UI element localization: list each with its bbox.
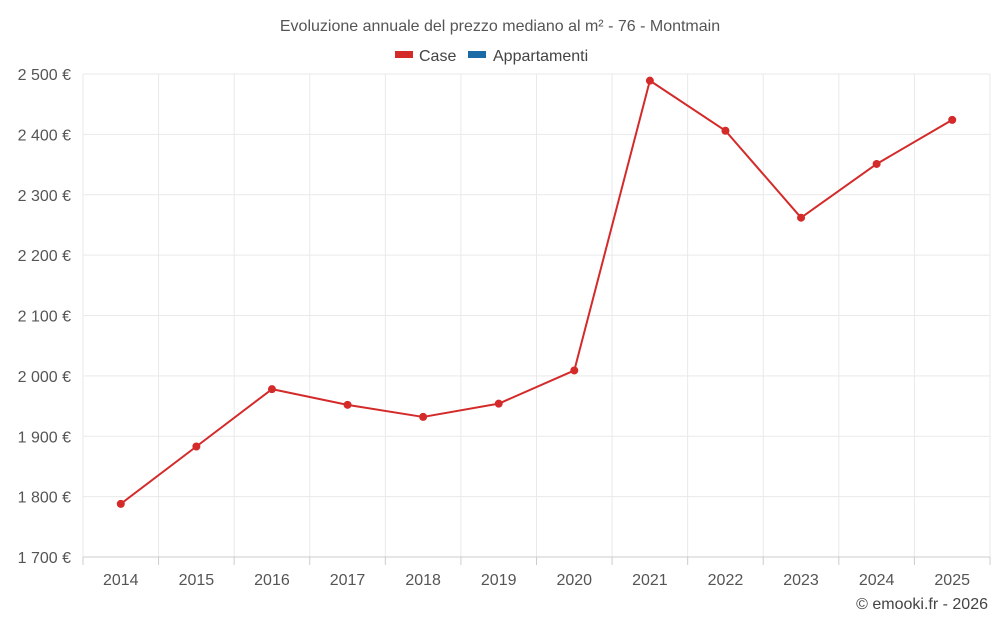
data-point[interactable]	[570, 366, 579, 375]
x-tick-label: 2023	[783, 572, 819, 589]
legend-label-case[interactable]: Case	[419, 48, 456, 65]
x-tick-label: 2018	[405, 572, 441, 589]
y-tick-label: 2 100 €	[18, 309, 71, 326]
data-point[interactable]	[797, 213, 806, 222]
x-tick-label: 2017	[330, 572, 366, 589]
chart-title: Evoluzione annuale del prezzo mediano al…	[280, 18, 720, 35]
data-point[interactable]	[343, 400, 352, 409]
legend-swatch-case	[395, 51, 413, 58]
series-line	[120, 79, 953, 505]
data-point[interactable]	[192, 442, 201, 451]
y-tick-label: 2 500 €	[18, 67, 71, 84]
legend-label-appartamenti[interactable]: Appartamenti	[493, 48, 588, 65]
x-tick-label: 2024	[859, 572, 895, 589]
series-case	[116, 76, 957, 508]
y-axis-ticks: 1 700 € 1 800 € 1 900 € 2 000 € 2 100 € 2 200…	[18, 67, 71, 567]
data-point[interactable]	[419, 412, 428, 421]
y-tick-label: 2 000 €	[18, 369, 71, 386]
x-tick-label: 2022	[708, 572, 744, 589]
y-tick-label: 1 700 €	[18, 550, 71, 567]
data-point[interactable]	[645, 76, 654, 85]
data-point[interactable]	[494, 399, 503, 408]
x-tick-label: 2016	[254, 572, 290, 589]
data-point[interactable]	[948, 115, 957, 124]
x-tick-label: 2019	[481, 572, 517, 589]
x-tick-label: 2015	[179, 572, 215, 589]
grid	[82, 73, 991, 565]
x-tick-label: 2020	[556, 572, 592, 589]
legend: Case Appartamenti	[395, 48, 588, 65]
y-tick-label: 2 300 €	[18, 188, 71, 205]
legend-swatch-appartamenti	[468, 51, 486, 58]
x-axis-ticks: 2014 2015 2016 2017 2018 2019 2020 2021 2022 2023…	[103, 572, 970, 589]
y-tick-label: 1 900 €	[18, 429, 71, 446]
data-point[interactable]	[116, 499, 125, 508]
y-tick-label: 2 200 €	[18, 248, 71, 265]
credit-text: © emooki.fr - 2026	[856, 596, 988, 613]
data-point[interactable]	[267, 385, 276, 394]
x-tick-label: 2014	[103, 572, 139, 589]
x-tick-label: 2025	[934, 572, 970, 589]
data-point[interactable]	[872, 159, 881, 168]
data-point[interactable]	[721, 126, 730, 135]
x-tick-label: 2021	[632, 572, 668, 589]
y-tick-label: 2 400 €	[18, 127, 71, 144]
y-tick-label: 1 800 €	[18, 490, 71, 507]
